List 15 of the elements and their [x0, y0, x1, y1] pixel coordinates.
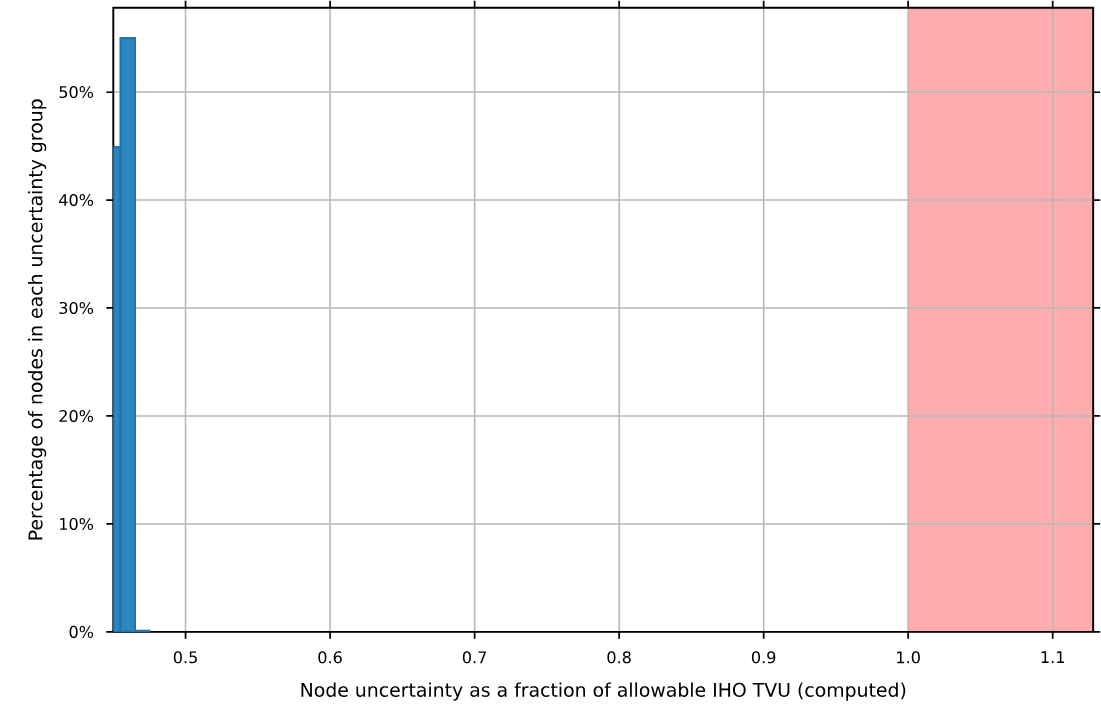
y-tick-label: 10%	[60, 517, 94, 530]
x-tick-label: 1.1	[1041, 651, 1064, 663]
x-tick-label: 1.0	[897, 651, 920, 664]
x-tick-label: 0.8	[607, 651, 631, 664]
y-tick-label: 40%	[59, 193, 94, 206]
x-tick-label: 0.7	[462, 651, 486, 664]
y-tick-label: 30%	[59, 301, 94, 314]
y-tick-label: 0%	[69, 625, 94, 638]
y-tick-label: 50%	[59, 85, 94, 98]
x-tick-label: 0.9	[751, 651, 776, 664]
x-axis-title: Node uncertainty as a fraction of allowable IHO TVU (computed)	[301, 682, 906, 701]
x-tick-label: 0.5	[173, 651, 197, 664]
x-tick-label: 0.6	[318, 651, 342, 664]
y-axis-title: Percentage of nodes in each uncertainty group	[28, 99, 47, 540]
y-tick-label: 20%	[59, 409, 94, 422]
